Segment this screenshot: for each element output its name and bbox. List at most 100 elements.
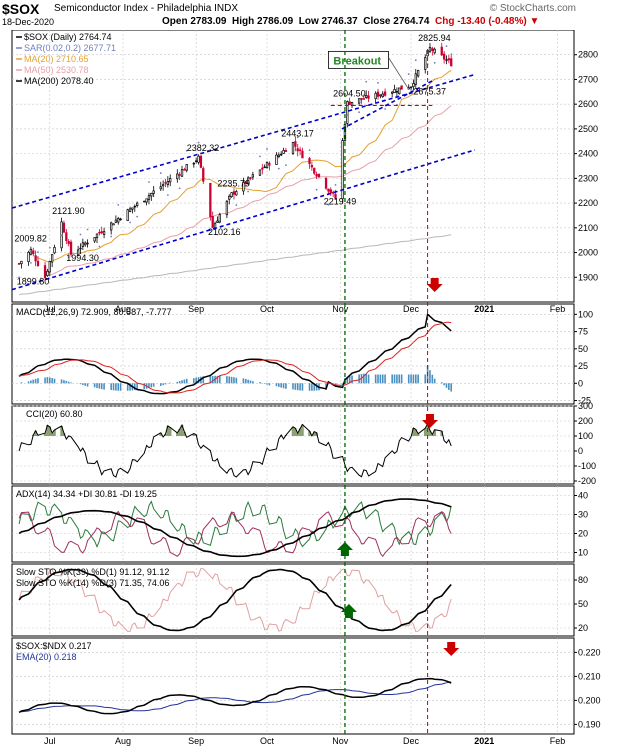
candle-body xyxy=(282,150,285,154)
sar-dot xyxy=(148,181,150,183)
y-tick-label-panel3: 30 xyxy=(578,510,588,520)
sar-dot xyxy=(327,203,330,206)
candle-body xyxy=(395,91,399,93)
candle-body xyxy=(131,207,134,210)
sar-dot xyxy=(159,172,162,174)
macd-signal-line xyxy=(18,321,452,394)
x-month-label: Feb xyxy=(550,304,566,314)
sar-dot xyxy=(445,45,448,48)
x-month-label: Oct xyxy=(260,736,275,746)
candle-body xyxy=(218,214,221,223)
candle-body xyxy=(244,181,247,184)
sar-dot xyxy=(334,183,337,186)
sell-signal-arrow xyxy=(421,414,438,428)
candle-body xyxy=(313,167,316,174)
y-tick-label-panel3: 40 xyxy=(578,491,588,501)
candle-body xyxy=(412,83,415,87)
sar-dot xyxy=(67,256,70,259)
candle-body xyxy=(62,222,66,233)
candle-body xyxy=(159,186,162,190)
candle-body xyxy=(76,249,80,256)
candle-body xyxy=(383,91,387,96)
candle-body xyxy=(86,242,89,245)
adx-panel-title: ADX(14) 34.34 +DI 30.81 -DI 19.25 xyxy=(16,489,157,499)
candle-body xyxy=(20,260,23,265)
panel-frame-2 xyxy=(11,405,575,485)
candle-body xyxy=(197,155,200,163)
candle-body xyxy=(298,149,302,151)
candle-body xyxy=(329,189,332,194)
x-month-label: Dec xyxy=(403,736,420,746)
candle-body xyxy=(431,48,434,51)
candle-body xyxy=(53,247,56,254)
ma50-line xyxy=(47,105,452,276)
candle-body xyxy=(308,158,311,165)
candle-body xyxy=(164,182,167,184)
rs-panel-title: $SOX:$NDX 0.217 xyxy=(16,641,92,651)
price-annotation: 2825.94 xyxy=(418,33,451,43)
candle-body xyxy=(357,98,361,104)
sar-dot xyxy=(315,188,318,191)
open-value: Open 2783.09 xyxy=(162,16,227,27)
x-month-label: Dec xyxy=(403,304,420,314)
panel-frame-1 xyxy=(11,303,575,405)
candle-body xyxy=(199,155,203,168)
price-annotation: 2219.49 xyxy=(324,196,357,206)
rs-panel-subtitle: EMA(20) 0.218 xyxy=(16,652,77,662)
ma20-line xyxy=(35,69,452,263)
candle-body xyxy=(93,237,96,242)
candle-body xyxy=(230,192,233,198)
candle-body xyxy=(376,91,380,97)
candle-body xyxy=(32,250,35,255)
candle-body xyxy=(424,57,427,70)
legend-entry: MA(20) 2710.65 xyxy=(24,54,89,64)
candle-body xyxy=(150,193,153,197)
y-tick-label-panel1: -25 xyxy=(578,396,591,406)
candle-body xyxy=(100,231,103,234)
sar-dot xyxy=(235,204,238,207)
candle-body xyxy=(178,174,181,176)
sar-dot xyxy=(377,81,379,84)
y-tick-label-panel2: -100 xyxy=(578,461,596,471)
candle-body xyxy=(393,89,396,93)
candle-body xyxy=(400,85,403,90)
sar-dot xyxy=(346,114,349,117)
candle-body xyxy=(119,218,122,221)
slow-sto-line xyxy=(18,568,452,632)
sar-dot xyxy=(259,155,261,158)
candle-body xyxy=(310,164,314,168)
sar-dot xyxy=(98,245,101,248)
candle-body xyxy=(185,164,188,171)
y-tick-label-panel2: 200 xyxy=(578,416,593,426)
y-tick-label-panel5: 0.210 xyxy=(578,671,601,681)
candle-body xyxy=(192,162,195,165)
rs-ema-line xyxy=(18,681,452,713)
breakout-callout-pointer xyxy=(388,57,410,90)
candle-body xyxy=(95,233,99,239)
sar-dot xyxy=(29,261,32,264)
sar-dot xyxy=(129,221,131,224)
sar-dot xyxy=(228,181,231,184)
candle-body xyxy=(409,86,413,89)
x-month-label: 2021 xyxy=(474,304,494,314)
x-month-label: Jul xyxy=(44,736,56,746)
y-tick-label-panel0: 2000 xyxy=(578,248,598,258)
candle-body xyxy=(280,153,283,156)
sar-dot xyxy=(197,141,200,144)
candle-body xyxy=(211,216,214,228)
candle-body xyxy=(29,248,33,255)
y-tick-label-panel2: 0 xyxy=(578,446,583,456)
panel-frame-3 xyxy=(11,485,575,563)
candle-body xyxy=(34,255,37,262)
candle-body xyxy=(98,231,101,234)
candle-body xyxy=(346,101,349,124)
candle-body xyxy=(48,261,51,273)
sar-dot xyxy=(117,203,120,206)
candle-body xyxy=(261,167,264,170)
high-value: High 2786.09 xyxy=(232,16,294,27)
candle-body xyxy=(398,87,401,94)
panel-frame-5 xyxy=(11,637,575,735)
x-month-label: Feb xyxy=(550,736,566,746)
chart-date: 18-Dec-2020 xyxy=(2,17,55,27)
y-tick-label-panel3: 20 xyxy=(578,529,588,539)
